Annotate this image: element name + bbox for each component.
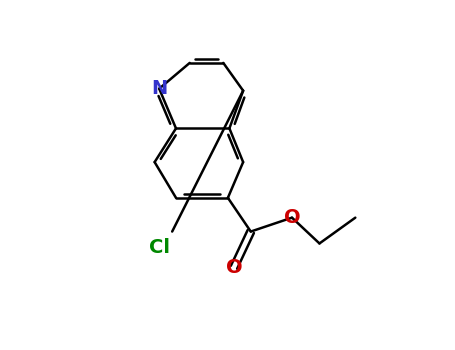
Text: Cl: Cl bbox=[149, 238, 170, 257]
Text: O: O bbox=[283, 208, 300, 227]
Text: O: O bbox=[226, 258, 243, 277]
Text: N: N bbox=[151, 79, 167, 98]
